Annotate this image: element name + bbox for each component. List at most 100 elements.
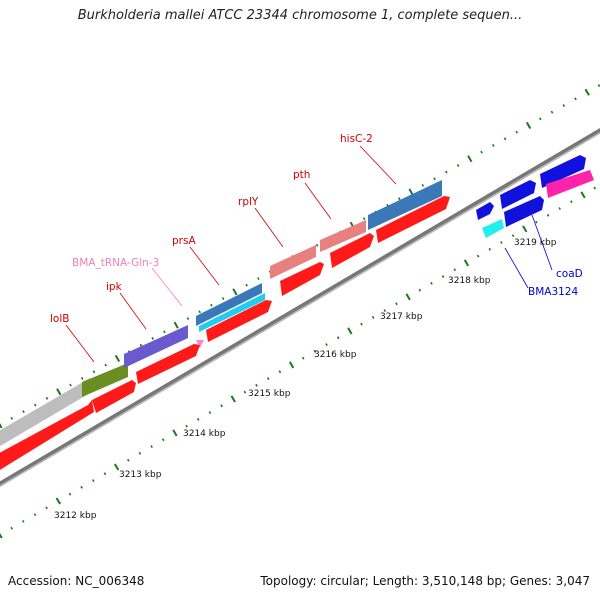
map-title: Burkholderia mallei ATCC 23344 chromosom… [77, 8, 523, 23]
minor-tick [33, 513, 37, 517]
cds-arrow[interactable] [280, 262, 324, 296]
minor-tick [257, 277, 260, 280]
gene-label-pth[interactable]: pth [293, 169, 310, 181]
minor-tick [574, 97, 577, 101]
minor-tick [221, 297, 225, 300]
minor-tick [104, 363, 107, 367]
minor-tick [488, 247, 492, 251]
gene-tile-blue[interactable] [476, 202, 494, 220]
minor-tick [138, 451, 142, 455]
major-tick [55, 497, 61, 505]
minor-tick [255, 383, 258, 387]
major-tick [0, 422, 3, 429]
minor-tick [456, 164, 460, 167]
inner-tick-track [0, 186, 596, 539]
minor-tick [362, 217, 366, 221]
minor-tick [562, 104, 566, 107]
minor-tick [546, 213, 550, 217]
minor-tick [360, 322, 363, 326]
minor-tick [245, 283, 248, 287]
kbp-labels: 3212 kbp 3213 kbp 3214 kbp 3215 kbp 3216… [54, 238, 557, 521]
minor-tick [68, 492, 72, 496]
major-tick [232, 288, 238, 296]
gene-label-hisC-2[interactable]: hisC-2 [340, 133, 373, 145]
kbp-label: 3216 kbp [314, 350, 357, 360]
cds-arrow[interactable] [330, 233, 374, 268]
major-tick [230, 395, 236, 403]
minor-tick [492, 144, 495, 147]
minor-tick [210, 303, 213, 307]
cds-arrow[interactable] [92, 380, 136, 413]
gene-tile-magenta[interactable] [546, 170, 594, 198]
gene-tiles [0, 180, 442, 452]
minor-tick [315, 243, 319, 247]
minor-tick [433, 177, 436, 181]
minor-tick [558, 207, 561, 210]
minor-tick [243, 390, 247, 394]
minor-tick [395, 302, 398, 306]
gene-label-coaD[interactable]: coaD [556, 268, 583, 280]
gene-label-trna[interactable]: BMA_tRNA-Gln-3 [72, 257, 159, 269]
minor-tick [45, 506, 48, 510]
gene-label-BMA3124[interactable]: BMA3124 [528, 286, 578, 298]
kbp-label: 3217 kbp [380, 312, 423, 322]
gene-label-lolB[interactable]: lolB [50, 313, 69, 325]
minor-tick [198, 310, 201, 314]
minor-tick [336, 336, 340, 340]
minor-tick [103, 472, 107, 476]
minor-tick [151, 337, 154, 340]
minor-tick [80, 485, 83, 489]
gene-tile-lolB[interactable] [82, 363, 128, 397]
major-tick [522, 225, 528, 233]
minor-tick [186, 317, 190, 320]
minor-tick [539, 117, 542, 121]
cds-arrows [0, 196, 450, 476]
major-tick [288, 361, 295, 369]
gene-tile-pth[interactable] [320, 220, 366, 252]
minor-tick [441, 275, 445, 278]
gene-tile-blue[interactable] [504, 196, 544, 227]
minor-tick [127, 458, 130, 462]
minor-tick [597, 84, 600, 87]
minor-tick [163, 330, 166, 334]
minor-tick [10, 416, 14, 420]
gene-tile-cyan[interactable] [482, 219, 504, 238]
cds-arrow[interactable] [206, 300, 272, 342]
gene-tile-gray[interactable] [0, 378, 90, 452]
gene-tile-trna[interactable] [196, 340, 204, 348]
minor-tick [421, 183, 425, 187]
major-tick [172, 429, 178, 437]
gene-tile-ipk[interactable] [124, 325, 188, 368]
cds-arrow[interactable] [376, 196, 450, 243]
minor-tick [33, 403, 37, 407]
minor-tick [92, 479, 95, 482]
minor-tick [325, 343, 328, 346]
minor-tick [22, 410, 25, 414]
cds-arrow[interactable] [136, 344, 200, 384]
kbp-label: 3218 kbp [448, 276, 491, 286]
minor-tick [480, 150, 483, 154]
gene-tile-hisC-2[interactable] [368, 180, 442, 230]
minor-tick [185, 424, 188, 428]
gene-label-rplY[interactable]: rplY [238, 196, 259, 208]
gene-tile-prsA-b[interactable] [199, 293, 265, 332]
minor-tick [593, 186, 596, 190]
minor-tick [161, 438, 165, 442]
minor-tick [278, 370, 282, 374]
minor-tick [476, 254, 480, 258]
major-tick [525, 121, 532, 129]
cds-arrow[interactable] [0, 400, 94, 476]
minor-tick [22, 519, 25, 523]
minor-tick [10, 526, 13, 530]
gene-tile-blue[interactable] [500, 180, 536, 209]
gene-label-ipk[interactable]: ipk [106, 281, 123, 293]
gene-tile-blue[interactable] [540, 155, 586, 188]
backbone [0, 127, 600, 488]
major-tick [580, 191, 586, 199]
minor-tick [500, 241, 503, 244]
gene-label-prsA[interactable]: prsA [172, 235, 196, 247]
gene-tile-prsA[interactable] [196, 283, 262, 326]
minor-tick [398, 197, 401, 201]
gene-tile-rplY[interactable] [270, 245, 316, 279]
